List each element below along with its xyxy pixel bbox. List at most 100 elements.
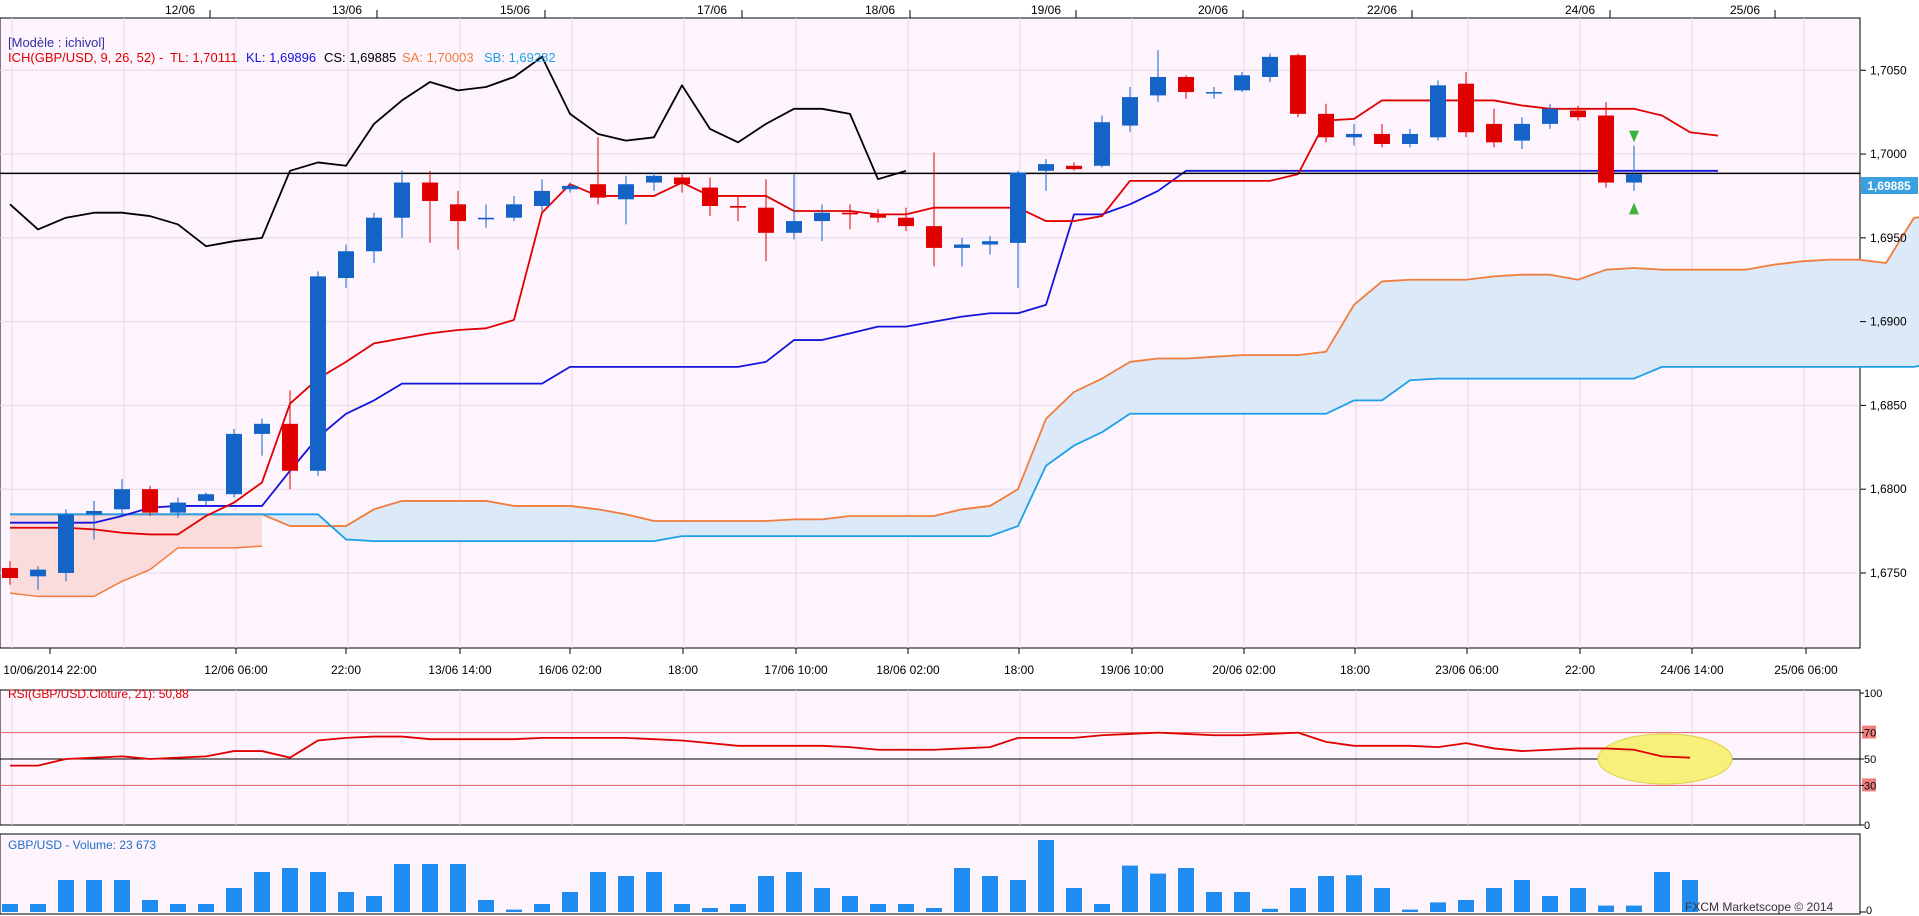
candle-bullish xyxy=(618,184,634,200)
top-date-label: 24/06 xyxy=(1565,3,1595,17)
buy-signal-arrow xyxy=(1629,202,1639,215)
volume-bar xyxy=(506,909,522,912)
top-date-label: 15/06 xyxy=(500,3,530,17)
top-date-label: 25/06 xyxy=(1730,3,1760,17)
candle-bearish xyxy=(142,489,158,513)
price-tag-box xyxy=(1861,177,1918,194)
candle-bearish xyxy=(1598,115,1614,183)
candle-bullish xyxy=(954,244,970,248)
rsi-tick-label: 100 xyxy=(1864,688,1882,700)
volume-bar xyxy=(646,872,662,912)
volume-bar xyxy=(898,904,914,912)
bottom-time-label: 24/06 14:00 xyxy=(1660,663,1724,677)
bottom-time-label: 22:00 xyxy=(1565,663,1595,677)
volume-bar xyxy=(1346,875,1362,912)
senkou-b-legend: SB: 1,69282 xyxy=(484,50,556,65)
candle-bullish xyxy=(338,251,354,279)
candle-bullish xyxy=(1234,75,1250,91)
volume-bar xyxy=(1206,892,1222,912)
volume-bar xyxy=(30,904,46,912)
model-label: [Modèle : ichivol] xyxy=(8,35,105,50)
candle-bullish xyxy=(982,241,998,245)
bottom-time-label: 16/06 02:00 xyxy=(538,663,602,677)
candle-bullish xyxy=(506,204,522,218)
volume-bar xyxy=(730,904,746,912)
top-date-label: 13/06 xyxy=(332,3,362,17)
volume-tick-label: 0 xyxy=(1866,905,1872,916)
volume-bar xyxy=(338,892,354,912)
bottom-time-label: 12/06 06:00 xyxy=(204,663,268,677)
volume-bar xyxy=(590,872,606,912)
candle-bullish xyxy=(86,510,102,515)
ichimoku-legend-prefix: ICH(GBP/USD, 9, 26, 52) - xyxy=(8,50,163,65)
price-tick-label: 1,7000 xyxy=(1870,147,1907,161)
volume-bar xyxy=(198,904,214,912)
candle-bearish xyxy=(1570,110,1586,118)
bottom-time-label: 18:00 xyxy=(668,663,698,677)
axes: 1,7050 1,7000 1,6950 1,6900 1,6850 1,6800 1,67… xyxy=(3,3,1907,916)
candle-bullish xyxy=(1430,85,1446,138)
volume-bar xyxy=(1318,876,1334,912)
kijun-legend: KL: 1,69896 xyxy=(246,50,316,65)
volume-bar xyxy=(254,872,270,912)
volume-bar xyxy=(58,880,74,912)
volume-bar xyxy=(282,868,298,912)
bottom-time-label: 25/06 06:00 xyxy=(1774,663,1838,677)
volume-series xyxy=(2,840,1698,912)
price-tick-label: 1,6950 xyxy=(1870,231,1907,245)
volume-bar xyxy=(310,872,326,912)
rsi-tick-label: 70 xyxy=(1864,728,1876,740)
volume-bar xyxy=(618,876,634,912)
candle-bullish xyxy=(478,217,494,220)
candle-bearish xyxy=(1178,76,1194,93)
candle-bullish xyxy=(1038,164,1054,171)
volume-bar xyxy=(114,880,130,912)
candle-bullish xyxy=(226,433,242,495)
candle-bearish xyxy=(2,567,18,578)
price-tick-label: 1,6750 xyxy=(1870,566,1907,580)
candle-bullish xyxy=(58,514,74,573)
volume-bar xyxy=(478,900,494,912)
volume-bar xyxy=(786,872,802,912)
volume-bar xyxy=(1178,868,1194,912)
bottom-time-label: 22:00 xyxy=(331,663,361,677)
bottom-time-label: 20/06 02:00 xyxy=(1212,663,1276,677)
rsi-label: RSI(GBP/USD.Cloture, 21): 50,88 xyxy=(8,687,189,701)
candle-bearish xyxy=(1290,55,1306,114)
volume-bar xyxy=(1094,904,1110,912)
footer-copyright: FXCM Marketscope © 2014 xyxy=(1685,900,1834,914)
volume-bar xyxy=(982,876,998,912)
candle-bullish xyxy=(1094,122,1110,166)
candle-bearish xyxy=(1458,83,1474,133)
cloud-fill-bullish xyxy=(10,217,1919,542)
candle-bullish xyxy=(1514,123,1530,141)
volume-bar xyxy=(562,892,578,912)
rsi-panel-background xyxy=(0,689,1861,826)
candle-bullish xyxy=(1626,174,1642,183)
candle-bearish xyxy=(1374,133,1390,144)
rsi-tick-bg xyxy=(1862,686,1876,699)
volume-bar xyxy=(394,864,410,912)
candle-bearish xyxy=(674,177,690,185)
chikou-line xyxy=(9,55,907,248)
volume-bar xyxy=(1262,908,1278,912)
candle-bullish xyxy=(1262,56,1278,77)
candle-bearish xyxy=(870,214,886,218)
bottom-time-label: 18:00 xyxy=(1340,663,1370,677)
candle-bearish xyxy=(702,187,718,206)
volume-bar xyxy=(1402,909,1418,912)
bottom-time-label: 18/06 02:00 xyxy=(876,663,940,677)
bottom-time-label: 13/06 14:00 xyxy=(428,663,492,677)
volume-bar xyxy=(450,864,466,912)
bottom-time-label: 10/06/2014 22:00 xyxy=(3,663,97,677)
volume-bar xyxy=(1290,888,1306,912)
candle-bullish xyxy=(562,185,578,190)
bottom-time-label: 18:00 xyxy=(1004,663,1034,677)
candle-bearish xyxy=(926,226,942,248)
candle-bearish xyxy=(898,217,914,227)
volume-bar xyxy=(842,896,858,912)
candle-bearish xyxy=(758,207,774,233)
candle-bearish xyxy=(590,184,606,198)
price-tag: 1,69885 xyxy=(1867,179,1911,193)
